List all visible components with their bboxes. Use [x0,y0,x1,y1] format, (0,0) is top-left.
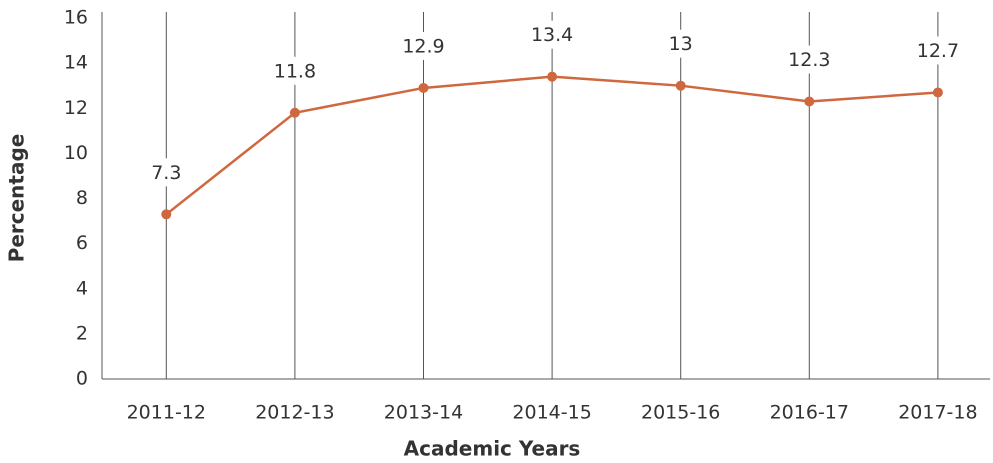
data-label: 12.3 [788,49,830,71]
y-tick-label: 16 [64,7,88,29]
y-tick-label: 0 [76,368,88,390]
label-bg [783,45,836,74]
y-tick-label: 2 [76,322,88,344]
point [289,107,300,118]
label-bg [911,36,964,65]
point [675,80,686,91]
point [418,82,429,93]
point [804,96,815,107]
data-label: 12.7 [917,40,959,62]
y-tick-label: 8 [76,187,88,209]
x-tick-label: 2017-18 [898,402,977,424]
data-label: 7.3 [151,162,181,184]
point [932,87,943,98]
label-bg [397,31,450,60]
x-tick-label: 2013-14 [384,402,463,424]
label-bg [268,56,321,85]
x-tick-label: 2016-17 [770,402,849,424]
y-tick-label: 4 [76,277,88,299]
x-tick-label: 2012-13 [255,402,334,424]
label-bg [140,158,193,187]
data-label: 12.9 [402,35,444,57]
label-bg [526,20,579,49]
x-tick-label: 2014-15 [512,402,591,424]
x-tick-label: 2011-12 [127,402,206,424]
y-tick-label: 14 [64,52,88,74]
data-label: 13 [669,33,693,55]
y-tick-label: 12 [64,97,88,119]
data-label: 11.8 [274,60,316,82]
y-tick-label: 10 [64,142,88,164]
point [161,209,172,220]
label-bg [654,29,707,58]
y-axis-title: Percentage [5,134,29,263]
x-tick-label: 2015-16 [641,402,720,424]
point [547,71,558,82]
data-label: 13.4 [531,24,573,46]
y-tick-label: 6 [76,232,88,254]
x-axis-title: Academic Years [404,437,581,461]
